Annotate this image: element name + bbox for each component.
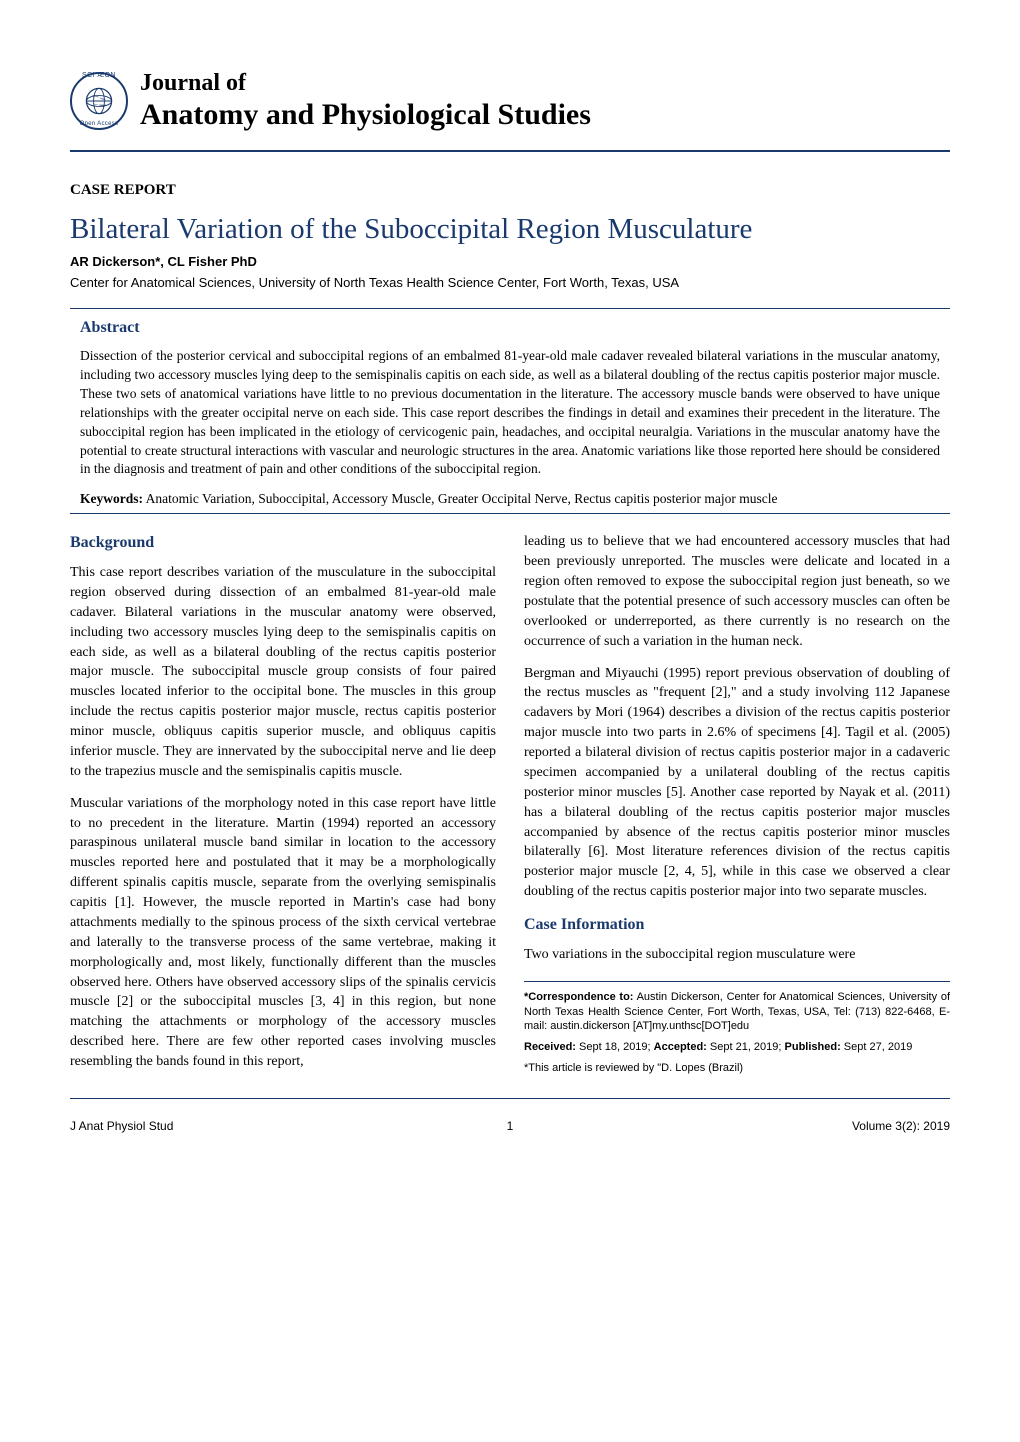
article-title: Bilateral Variation of the Suboccipital … [70,213,950,246]
footer-journal-abbrev: J Anat Physiol Stud [70,1119,173,1133]
received-label: Received: [524,1041,576,1053]
body-paragraph: Muscular variations of the morphology no… [70,794,496,1072]
journal-title-block: Journal of Anatomy and Physiological Stu… [140,70,591,132]
body-paragraph: Bergman and Miyauchi (1995) report previ… [524,664,950,903]
accepted-label: Accepted: [654,1041,707,1053]
correspondence-label: *Correspondence to: [524,991,633,1003]
background-heading: Background [70,532,496,555]
published-label: Published: [785,1041,841,1053]
globe-icon [81,83,117,119]
page-footer: J Anat Physiol Stud 1 Volume 3(2): 2019 [70,1119,950,1133]
reviewer-line: *This article is reviewed by "D. Lopes (… [524,1061,950,1076]
logo-top-text: SCI ÆON [82,72,116,79]
journal-header: SCI ÆON Open Access Journal of Anatomy a… [70,70,950,132]
body-columns: Background This case report describes va… [70,532,950,1084]
published-date: Sept 27, 2019 [841,1041,913,1053]
correspondence-line: *Correspondence to: Austin Dickerson, Ce… [524,990,950,1035]
abstract-text: Dissection of the posterior cervical and… [80,347,940,479]
body-paragraph: Two variations in the suboccipital regio… [524,945,950,965]
keywords-label: Keywords: [80,491,143,506]
case-info-heading: Case Information [524,914,950,937]
affiliation: Center for Anatomical Sciences, Universi… [70,275,950,290]
correspondence-rule [524,981,950,982]
body-paragraph: This case report describes variation of … [70,563,496,782]
accepted-date: Sept 21, 2019; [707,1041,785,1053]
logo-bottom-text: Open Access [80,121,119,127]
right-column: leading us to believe that we had encoun… [524,532,950,1084]
correspondence-block: *Correspondence to: Austin Dickerson, Ce… [524,979,950,1076]
page-number: 1 [507,1119,514,1133]
article-type-label: CASE REPORT [70,182,950,199]
footer-volume: Volume 3(2): 2019 [852,1119,950,1133]
abstract-top-rule [70,308,950,309]
keywords-line: Keywords: Anatomic Variation, Suboccipit… [80,491,940,507]
keywords-values: Anatomic Variation, Suboccipital, Access… [143,491,777,506]
journal-name: Anatomy and Physiological Studies [140,98,591,133]
abstract-bottom-rule [70,513,950,514]
body-paragraph: leading us to believe that we had encoun… [524,532,950,651]
publisher-logo: SCI ÆON Open Access [70,72,128,130]
abstract-block: Abstract Dissection of the posterior cer… [70,319,950,507]
left-column: Background This case report describes va… [70,532,496,1084]
abstract-heading: Abstract [80,319,940,337]
dates-line: Received: Sept 18, 2019; Accepted: Sept … [524,1040,950,1055]
journal-prefix: Journal of [140,70,591,98]
authors: AR Dickerson*, CL Fisher PhD [70,254,950,269]
received-date: Sept 18, 2019; [576,1041,654,1053]
header-divider [70,150,950,152]
footer-rule [70,1098,950,1099]
